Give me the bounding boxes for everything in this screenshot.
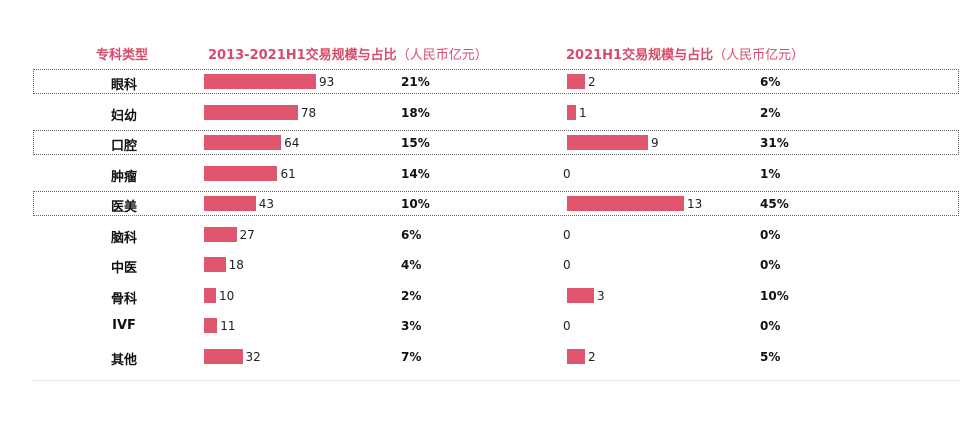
category-label: IVF (112, 318, 136, 333)
bar-series1 (204, 318, 218, 333)
value-label-series1: 78 (300, 105, 317, 120)
table-row: 口腔 64 15% 9 31% (0, 129, 979, 159)
value-label-series1: 43 (258, 197, 275, 211)
bar-series1 (204, 257, 226, 272)
bar-series1 (204, 165, 278, 181)
share-label-series2: 0% (760, 227, 781, 242)
bar-series2 (567, 196, 684, 211)
table-row: 肿瘤 61 14% 0 1% (0, 160, 979, 190)
bar-series1 (204, 196, 256, 211)
share-label-series1: 15% (401, 136, 430, 150)
share-label-series1: 3% (401, 319, 422, 333)
bar-series1 (204, 104, 298, 120)
value-label-series1: 93 (319, 75, 335, 89)
value-label-series2: 2 (588, 75, 596, 89)
share-label-series2: 45% (760, 197, 789, 211)
value-label-series1: 27 (239, 227, 255, 242)
table-row: 眼科 93 21% 2 6% (0, 68, 979, 98)
share-label-series2: 0% (760, 319, 781, 333)
value-label-series1: 32 (245, 349, 261, 364)
value-label-series1: 10 (219, 288, 235, 303)
table-row: IVF 11 3% 0 0% (0, 312, 979, 342)
value-label-series2: 0 (563, 227, 571, 242)
header-total: 2013-2021H1交易规模与占比（人民币亿元） (208, 44, 488, 63)
bar-series2 (567, 135, 648, 150)
bottom-divider (33, 380, 959, 381)
header-h1-label: 2021H1交易规模与占比 (566, 48, 714, 63)
value-label-series2: 0 (563, 258, 571, 272)
share-label-series2: 1% (760, 166, 781, 181)
share-label-series1: 6% (401, 227, 422, 242)
bar-series2 (567, 104, 576, 120)
bar-series1 (204, 74, 316, 89)
share-label-series2: 0% (760, 258, 781, 272)
value-label-series1: 18 (228, 258, 244, 272)
header-h1: 2021H1交易规模与占比（人民币亿元） (566, 44, 804, 63)
header-total-unit: （人民币亿元） (396, 48, 488, 63)
bar-series1 (204, 226, 237, 242)
share-label-series1: 21% (401, 75, 430, 89)
share-label-series1: 14% (401, 166, 430, 181)
value-label-series2: 0 (563, 319, 571, 333)
category-label: 脑科 (110, 230, 137, 246)
header-h1-unit: （人民币亿元） (713, 48, 805, 63)
bar-series1 (204, 348, 243, 364)
share-label-series1: 7% (401, 349, 422, 364)
category-label: 肿瘤 (110, 169, 137, 185)
value-label-series1: 64 (284, 136, 300, 150)
header-total-label: 2013-2021H1交易规模与占比 (208, 48, 397, 63)
share-label-series1: 10% (401, 197, 430, 211)
bar-series1 (204, 135, 282, 150)
table-row: 脑科 27 6% 0 0% (0, 221, 979, 251)
header-category: 专科类型 (96, 48, 149, 63)
share-label-series1: 4% (401, 258, 422, 272)
bar-series2 (567, 348, 585, 364)
share-label-series1: 2% (401, 288, 422, 303)
value-label-series2: 0 (563, 166, 571, 181)
value-label-series2: 3 (597, 288, 605, 303)
table-row: 骨科 10 2% 3 10% (0, 282, 979, 312)
category-label: 眼科 (110, 78, 137, 93)
value-label-series1: 61 (280, 166, 296, 181)
share-label-series2: 10% (760, 288, 789, 303)
value-label-series2: 9 (651, 136, 659, 150)
category-label: 骨科 (110, 291, 137, 307)
share-label-series1: 18% (401, 105, 430, 120)
bar-series1 (204, 287, 217, 303)
value-label-series2: 13 (687, 197, 703, 211)
category-label: 医美 (110, 200, 137, 215)
value-label-series2: 1 (579, 105, 587, 120)
bar-series2 (567, 287, 594, 303)
category-label: 口腔 (110, 139, 137, 154)
category-label: 中医 (110, 261, 137, 276)
value-label-series2: 2 (588, 349, 596, 364)
value-label-series1: 11 (220, 319, 236, 333)
share-label-series2: 2% (760, 105, 781, 120)
bar-series2 (567, 74, 585, 89)
category-label: 妇幼 (110, 108, 137, 124)
category-label: 其他 (110, 352, 137, 368)
table-row: 妇幼 78 18% 1 2% (0, 99, 979, 129)
table-row: 中医 18 4% 0 0% (0, 251, 979, 281)
share-label-series2: 5% (760, 349, 781, 364)
table-row: 医美 43 10% 13 45% (0, 190, 979, 220)
table-row: 其他 32 7% 2 5% (0, 343, 979, 373)
share-label-series2: 31% (760, 136, 789, 150)
share-label-series2: 6% (760, 75, 781, 89)
